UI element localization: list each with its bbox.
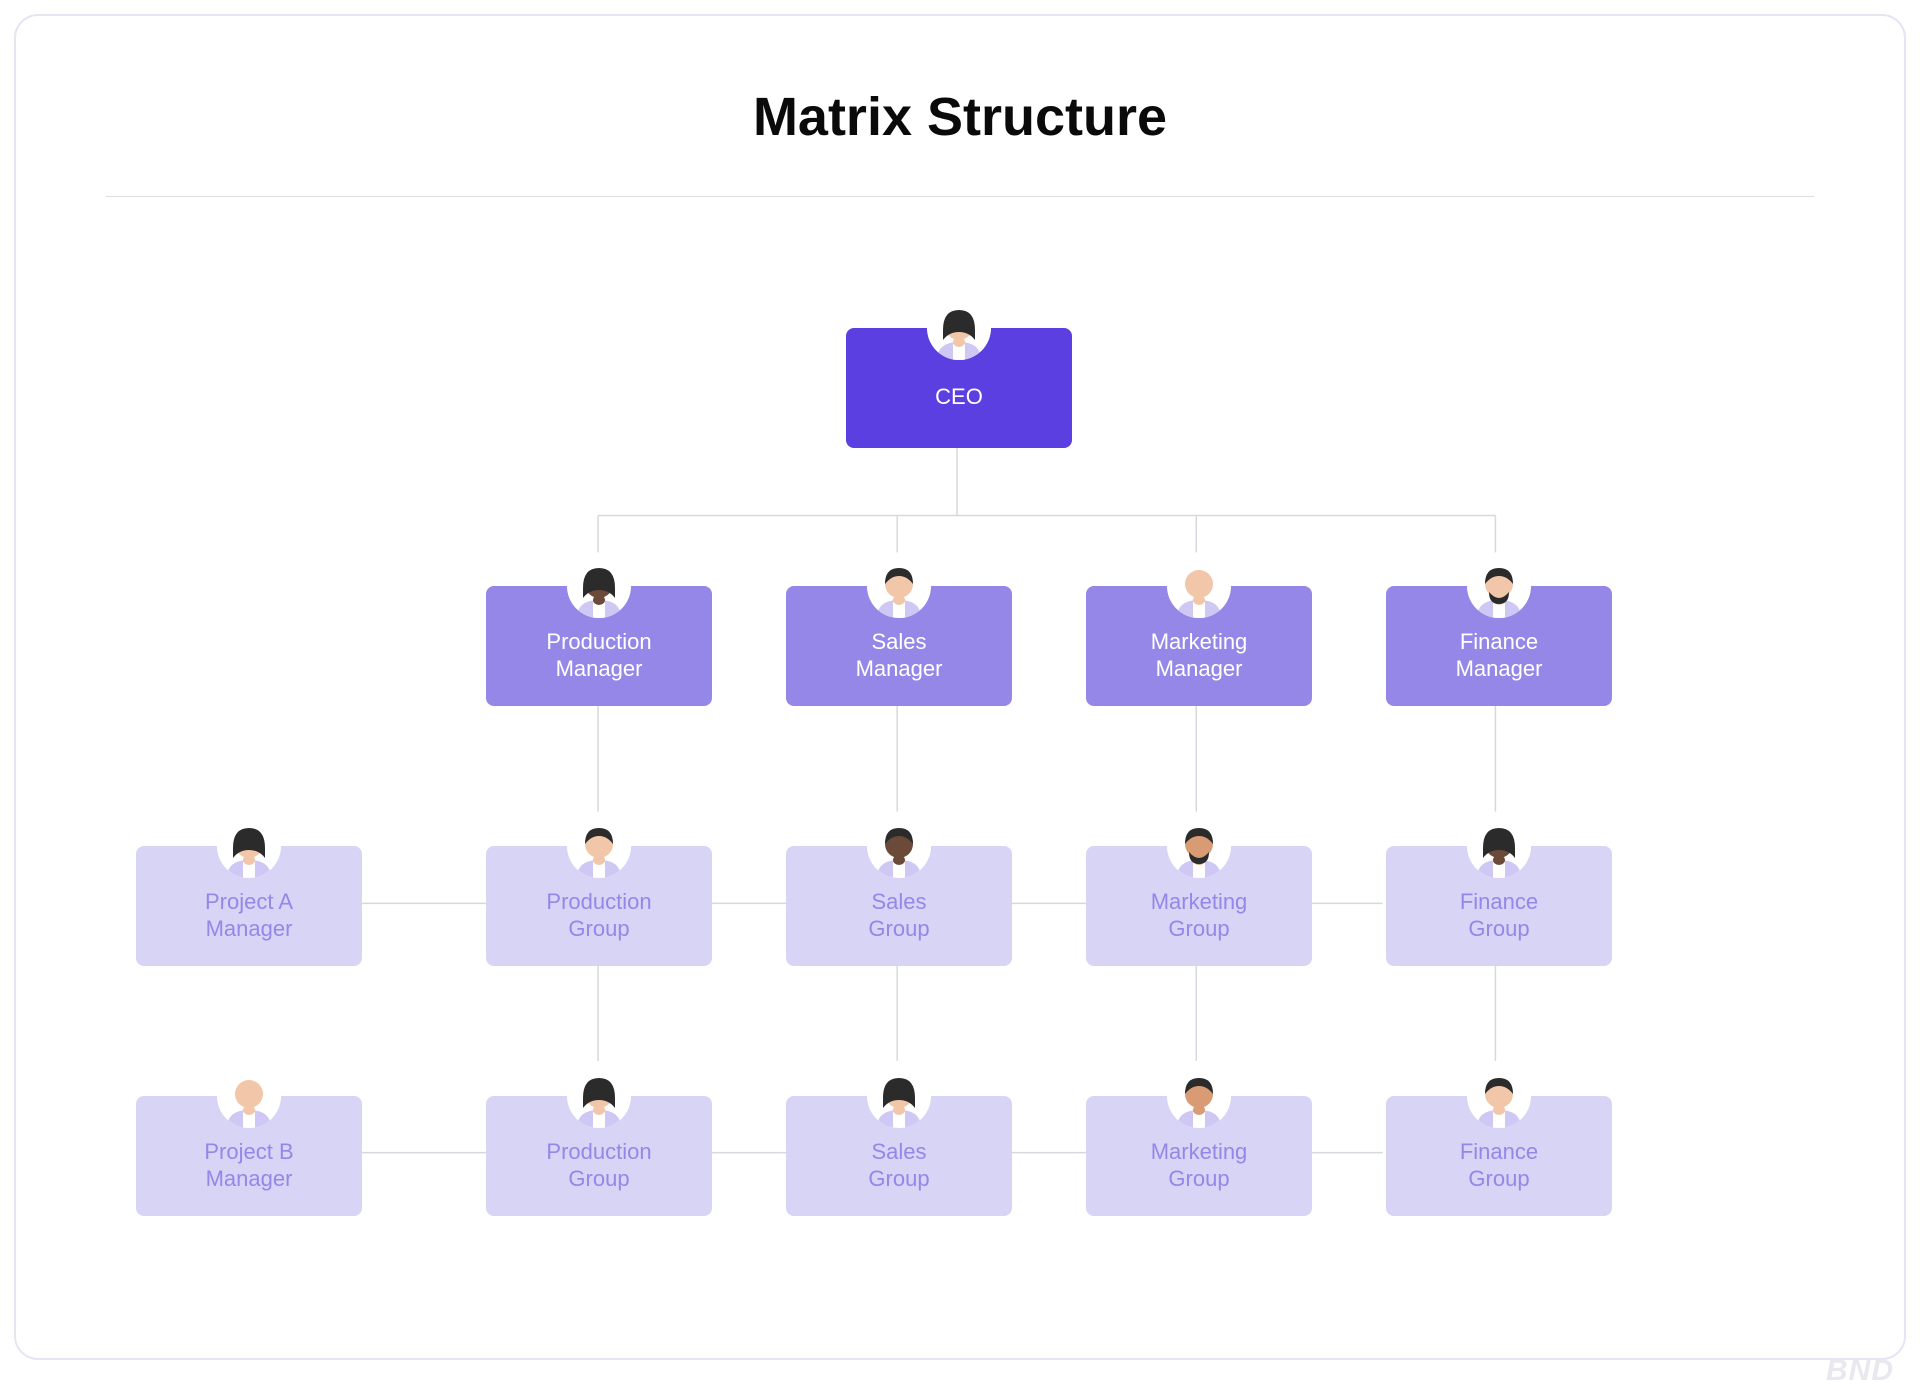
- org-node-sales-b: Sales Group: [786, 1096, 1012, 1216]
- org-node-fin-mgr: Finance Manager: [1386, 586, 1612, 706]
- org-node-mkt-mgr: Marketing Manager: [1086, 586, 1312, 706]
- org-node-mkt-b: Marketing Group: [1086, 1096, 1312, 1216]
- avatar-icon: [567, 554, 631, 618]
- org-node-label: CEO: [935, 383, 983, 411]
- org-node-fin-a: Finance Group: [1386, 846, 1612, 966]
- avatar-icon: [1467, 1064, 1531, 1128]
- watermark-text: BND: [1826, 1354, 1894, 1388]
- avatar-icon: [217, 814, 281, 878]
- org-node-label: Project B Manager: [204, 1138, 293, 1193]
- org-node-label: Finance Group: [1460, 1138, 1538, 1193]
- org-canvas: CEO Production Manager Sales Manager Mar…: [16, 16, 1904, 1358]
- diagram-frame: Matrix Structure CEO Production Manager …: [14, 14, 1906, 1360]
- org-node-label: Marketing Group: [1151, 1138, 1248, 1193]
- org-node-prod-mgr: Production Manager: [486, 586, 712, 706]
- org-node-mkt-a: Marketing Group: [1086, 846, 1312, 966]
- avatar-icon: [927, 296, 991, 360]
- org-node-label: Sales Group: [868, 1138, 929, 1193]
- org-node-sales-a: Sales Group: [786, 846, 1012, 966]
- org-node-label: Marketing Group: [1151, 888, 1248, 943]
- org-node-label: Finance Manager: [1456, 628, 1543, 683]
- org-node-prod-b: Production Group: [486, 1096, 712, 1216]
- org-node-label: Production Group: [546, 1138, 651, 1193]
- avatar-icon: [867, 814, 931, 878]
- avatar-icon: [1167, 814, 1231, 878]
- org-node-label: Sales Manager: [856, 628, 943, 683]
- avatar-icon: [217, 1064, 281, 1128]
- org-node-proj-a: Project A Manager: [136, 846, 362, 966]
- avatar-icon: [867, 554, 931, 618]
- org-node-label: Project A Manager: [205, 888, 293, 943]
- org-node-sales-mgr: Sales Manager: [786, 586, 1012, 706]
- org-node-fin-b: Finance Group: [1386, 1096, 1612, 1216]
- avatar-icon: [1467, 814, 1531, 878]
- org-node-label: Marketing Manager: [1151, 628, 1248, 683]
- org-node-prod-a: Production Group: [486, 846, 712, 966]
- org-node-label: Production Group: [546, 888, 651, 943]
- avatar-icon: [567, 814, 631, 878]
- org-node-proj-b: Project B Manager: [136, 1096, 362, 1216]
- avatar-icon: [1167, 554, 1231, 618]
- org-node-ceo: CEO: [846, 328, 1072, 448]
- avatar-icon: [867, 1064, 931, 1128]
- avatar-icon: [1467, 554, 1531, 618]
- org-node-label: Sales Group: [868, 888, 929, 943]
- org-node-label: Production Manager: [546, 628, 651, 683]
- avatar-icon: [1167, 1064, 1231, 1128]
- avatar-icon: [567, 1064, 631, 1128]
- org-node-label: Finance Group: [1460, 888, 1538, 943]
